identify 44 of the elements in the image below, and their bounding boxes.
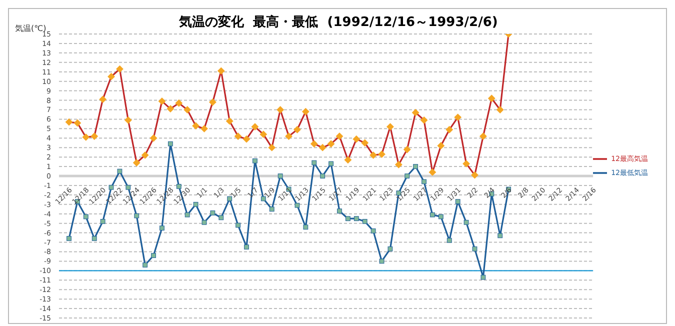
- point: [244, 244, 249, 250]
- point: [345, 216, 350, 222]
- point: [404, 174, 410, 178]
- chart-title: 気温の変化 最高・最低 (1992/12/16～1993/2/6): [179, 15, 498, 30]
- point: [379, 258, 384, 264]
- point: [236, 222, 241, 228]
- point: [354, 216, 359, 222]
- point: [438, 214, 444, 220]
- point: [100, 218, 106, 224]
- point: [202, 220, 207, 225]
- point: [66, 236, 72, 241]
- point: [294, 202, 300, 208]
- point: [151, 253, 156, 258]
- point: [193, 202, 198, 207]
- point: [260, 196, 266, 202]
- point: [303, 224, 308, 230]
- point: [370, 228, 376, 234]
- point: [278, 174, 283, 178]
- point: [320, 174, 326, 178]
- point: [388, 246, 393, 252]
- point: [312, 160, 317, 166]
- point: [413, 164, 418, 169]
- point: [252, 158, 258, 164]
- point: [210, 210, 216, 216]
- point: [184, 212, 190, 218]
- point: [92, 236, 97, 241]
- point: [422, 179, 426, 184]
- point: [446, 238, 452, 243]
- point: [328, 161, 334, 166]
- point: [472, 246, 478, 252]
- point: [134, 213, 140, 218]
- point: [218, 215, 224, 220]
- point: [142, 262, 148, 268]
- point: [430, 212, 435, 218]
- point: [480, 274, 486, 280]
- point: [464, 220, 469, 225]
- point: [498, 233, 503, 238]
- point: [117, 168, 122, 174]
- point: [160, 226, 164, 231]
- point: [168, 141, 173, 146]
- point: [337, 208, 342, 214]
- point: [83, 214, 88, 220]
- point: [269, 206, 274, 212]
- point: [362, 218, 368, 224]
